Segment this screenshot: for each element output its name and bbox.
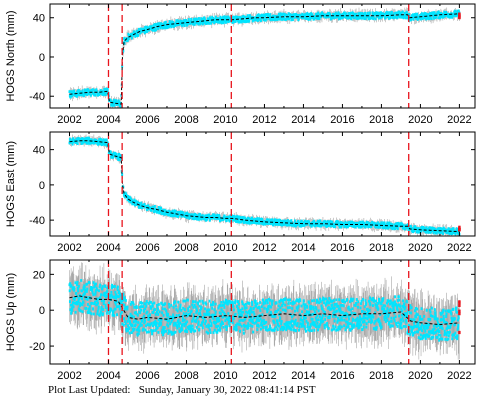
x-tick-label: 2008 [174, 370, 198, 382]
plot-area [68, 7, 461, 108]
x-tick-label: 2022 [447, 370, 471, 382]
x-tick-label: 2002 [57, 370, 81, 382]
x-tick-label: 2002 [57, 242, 81, 254]
x-tick-label: 2014 [291, 242, 315, 254]
data-points [68, 279, 461, 342]
plot-area [68, 262, 461, 360]
model-line [69, 295, 460, 326]
panel-frame [49, 259, 476, 365]
x-tick-label: 2006 [135, 370, 159, 382]
plot-area [68, 134, 461, 236]
x-tick-label: 2022 [447, 242, 471, 254]
x-tick-label: 2012 [252, 242, 276, 254]
x-tick-label: 2016 [330, 114, 354, 126]
y-tick-label: -40 [29, 215, 45, 227]
error-bars [69, 7, 460, 108]
x-tick-label: 2020 [408, 242, 432, 254]
y-tick-label: -40 [29, 91, 45, 103]
y-tick-label: 40 [33, 13, 45, 25]
x-tick-label: 2018 [369, 242, 393, 254]
x-tick-label: 2016 [330, 370, 354, 382]
latest-points [458, 300, 461, 335]
y-tick-label: 0 [39, 305, 45, 317]
footer-timestamp: Sunday, January 30, 2022 08:41:14 PST [138, 384, 316, 396]
x-tick-label: 2014 [291, 370, 315, 382]
x-tick-label: 2022 [447, 114, 471, 126]
model-line [69, 13, 460, 105]
x-tick-label: 2018 [369, 370, 393, 382]
x-tick-label: 2008 [174, 114, 198, 126]
error-bars [69, 262, 460, 360]
y-tick-label: -20 [29, 341, 45, 353]
panel-frame [49, 131, 476, 237]
panel-1: 2002 2004 2006 2008 2010 2012 2014 2016 2018 2020… [5, 3, 476, 126]
footer-label: Plot Last Updated: [48, 384, 131, 396]
x-tick-label: 2010 [213, 114, 237, 126]
y-tick-label: 0 [39, 180, 45, 192]
x-tick-label: 2006 [135, 242, 159, 254]
x-tick-label: 2010 [213, 370, 237, 382]
x-tick-label: 2002 [57, 114, 81, 126]
y-tick-label: 20 [33, 269, 45, 281]
panel-frame [49, 3, 476, 109]
x-tick-label: 2018 [369, 114, 393, 126]
x-tick-label: 2020 [408, 370, 432, 382]
x-tick-label: 2004 [96, 370, 120, 382]
x-tick-label: 2012 [252, 114, 276, 126]
latest-points [458, 225, 461, 232]
plot-updated-footer: Plot Last Updated: Sunday, January 30, 2… [48, 384, 316, 396]
panel-3: 2002 2004 2006 2008 2010 2012 2014 2016 2018 2020… [5, 259, 476, 382]
model-line [69, 140, 460, 233]
y-axis-title: HOGS Up (mm) [5, 273, 17, 351]
y-axis-title: HOGS North (mm) [5, 10, 17, 101]
x-tick-label: 2016 [330, 242, 354, 254]
x-tick-label: 2014 [291, 114, 315, 126]
x-tick-label: 2004 [96, 114, 120, 126]
x-tick-label: 2020 [408, 114, 432, 126]
y-axis-title: HOGS East (mm) [5, 141, 17, 227]
x-tick-label: 2004 [96, 242, 120, 254]
latest-points [458, 12, 461, 20]
x-tick-label: 2012 [252, 370, 276, 382]
x-tick-label: 2010 [213, 242, 237, 254]
panel-2: 2002 2004 2006 2008 2010 2012 2014 2016 2018 2020… [5, 131, 476, 254]
x-tick-label: 2008 [174, 242, 198, 254]
data-points [68, 9, 461, 108]
y-tick-label: 40 [33, 145, 45, 157]
x-tick-label: 2006 [135, 114, 159, 126]
y-tick-label: 0 [39, 52, 45, 64]
